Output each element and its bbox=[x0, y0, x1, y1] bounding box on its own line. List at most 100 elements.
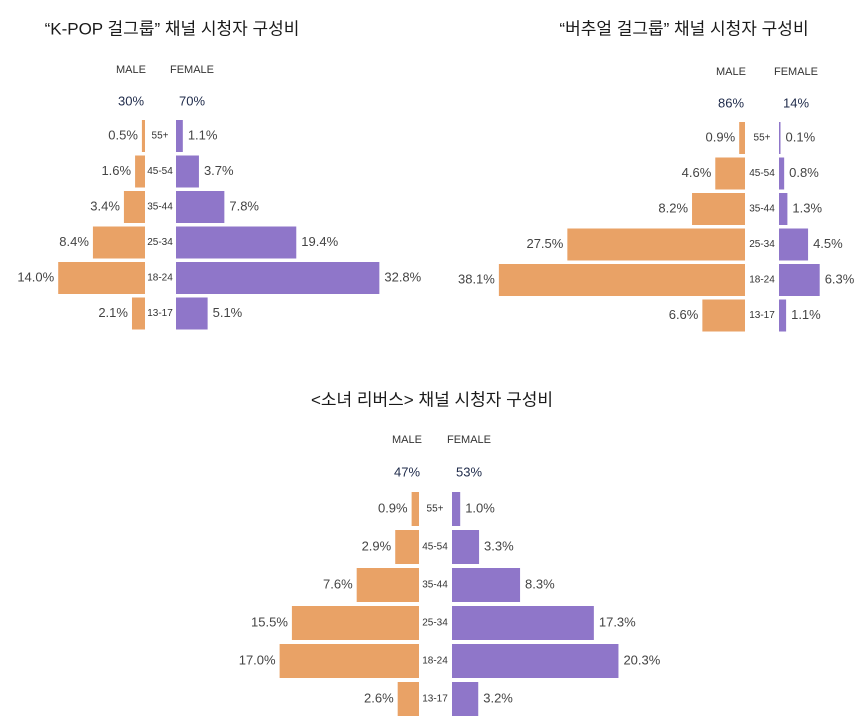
female-value-35-44: 8.3% bbox=[525, 576, 555, 591]
female-bar-35-44 bbox=[176, 191, 225, 223]
male-value-35-44: 8.2% bbox=[658, 200, 688, 215]
male-value-18-24: 17.0% bbox=[239, 652, 276, 667]
male-bar-35-44 bbox=[356, 568, 419, 602]
female-value-18-24: 32.8% bbox=[384, 269, 421, 284]
age-label-13-17: 13-17 bbox=[422, 694, 448, 705]
male-bar-55+ bbox=[411, 492, 419, 526]
female-bar-45-54 bbox=[176, 155, 199, 188]
male-bar-13-17 bbox=[131, 297, 145, 330]
female-bar-13-17 bbox=[176, 297, 208, 330]
male-value-55+: 0.9% bbox=[706, 129, 736, 144]
age-label-45-54: 45-54 bbox=[749, 168, 775, 179]
age-label-18-24: 18-24 bbox=[422, 656, 448, 667]
male-bar-25-34 bbox=[567, 228, 745, 261]
female-bar-13-17 bbox=[452, 682, 479, 716]
female-bar-18-24 bbox=[176, 262, 380, 294]
age-label-35-44: 35-44 bbox=[147, 202, 173, 213]
female-bar-45-54 bbox=[452, 530, 480, 564]
male-bar-45-54 bbox=[135, 155, 145, 188]
male-bar-55+ bbox=[739, 122, 745, 154]
male-value-18-24: 14.0% bbox=[17, 269, 54, 284]
female-total: 70% bbox=[179, 93, 205, 108]
chart-title: “K-POP 걸그룹” 채널 시청자 구성비 bbox=[45, 19, 300, 38]
female-value-55+: 1.0% bbox=[465, 500, 495, 515]
male-value-35-44: 3.4% bbox=[90, 198, 120, 213]
age-label-55+: 55+ bbox=[754, 133, 771, 144]
female-value-45-54: 3.3% bbox=[484, 538, 514, 553]
male-value-55+: 0.5% bbox=[108, 127, 138, 142]
female-value-45-54: 0.8% bbox=[789, 165, 819, 180]
male-value-18-24: 38.1% bbox=[458, 271, 495, 286]
pyramid-chart-3: <소녀 리버스> 채널 시청자 구성비 MALE FEMALE 47% 53% 55+ 0.… bbox=[239, 390, 661, 716]
female-value-55+: 1.1% bbox=[188, 127, 218, 142]
female-value-13-17: 5.1% bbox=[213, 305, 243, 320]
male-bar-25-34 bbox=[291, 606, 419, 640]
female-value-13-17: 3.2% bbox=[483, 690, 513, 705]
female-bar-35-44 bbox=[779, 193, 788, 225]
female-value-18-24: 20.3% bbox=[623, 652, 660, 667]
female-bar-18-24 bbox=[452, 644, 619, 678]
male-bar-25-34 bbox=[92, 226, 145, 259]
male-total: 30% bbox=[118, 93, 144, 108]
male-header: MALE bbox=[716, 66, 746, 78]
female-header: FEMALE bbox=[774, 66, 818, 78]
female-bar-45-54 bbox=[779, 157, 785, 190]
male-value-45-54: 1.6% bbox=[101, 163, 131, 178]
age-label-25-34: 25-34 bbox=[749, 239, 775, 250]
male-value-45-54: 2.9% bbox=[362, 538, 392, 553]
age-label-25-34: 25-34 bbox=[147, 237, 173, 248]
female-bar-25-34 bbox=[452, 606, 594, 640]
female-total: 14% bbox=[783, 95, 809, 110]
female-value-55+: 0.1% bbox=[786, 129, 816, 144]
male-total: 47% bbox=[394, 464, 420, 479]
male-value-25-34: 27.5% bbox=[526, 236, 563, 251]
male-value-35-44: 7.6% bbox=[323, 576, 353, 591]
male-total: 86% bbox=[718, 95, 744, 110]
female-value-25-34: 4.5% bbox=[813, 236, 843, 251]
female-value-45-54: 3.7% bbox=[204, 163, 234, 178]
female-value-35-44: 7.8% bbox=[229, 198, 259, 213]
male-bar-18-24 bbox=[498, 264, 745, 296]
female-bar-25-34 bbox=[176, 226, 297, 259]
male-bar-45-54 bbox=[715, 157, 745, 190]
age-label-18-24: 18-24 bbox=[147, 273, 173, 284]
male-bar-18-24 bbox=[279, 644, 419, 678]
male-bar-13-17 bbox=[397, 682, 419, 716]
female-bar-55+ bbox=[176, 120, 183, 152]
male-value-25-34: 8.4% bbox=[59, 234, 89, 249]
female-bar-18-24 bbox=[779, 264, 820, 296]
female-value-13-17: 1.1% bbox=[791, 307, 821, 322]
pyramid-chart-2: “버추얼 걸그룹” 채널 시청자 구성비 MALE FEMALE 86% 14% 55+ 0… bbox=[458, 19, 855, 332]
age-label-25-34: 25-34 bbox=[422, 618, 448, 629]
male-header: MALE bbox=[392, 434, 422, 446]
female-header: FEMALE bbox=[447, 434, 491, 446]
chart-title: <소녀 리버스> 채널 시청자 구성비 bbox=[311, 390, 553, 409]
age-label-55+: 55+ bbox=[427, 504, 444, 515]
age-label-45-54: 45-54 bbox=[422, 542, 448, 553]
male-bar-35-44 bbox=[692, 193, 745, 225]
age-label-55+: 55+ bbox=[152, 131, 169, 142]
pyramid-chart-1: “K-POP 걸그룹” 채널 시청자 구성비 MALE FEMALE 30% 70% 55… bbox=[17, 19, 422, 330]
age-label-35-44: 35-44 bbox=[422, 580, 448, 591]
female-value-35-44: 1.3% bbox=[792, 200, 822, 215]
chart-title: “버추얼 걸그룹” 채널 시청자 구성비 bbox=[559, 19, 808, 38]
female-bar-35-44 bbox=[452, 568, 521, 602]
female-header: FEMALE bbox=[170, 64, 214, 76]
female-value-25-34: 17.3% bbox=[599, 614, 636, 629]
male-bar-35-44 bbox=[123, 191, 145, 223]
female-total: 53% bbox=[456, 464, 482, 479]
female-bar-13-17 bbox=[779, 299, 787, 332]
age-label-13-17: 13-17 bbox=[147, 308, 173, 319]
female-bar-25-34 bbox=[779, 228, 809, 261]
male-value-55+: 0.9% bbox=[378, 500, 408, 515]
male-value-45-54: 4.6% bbox=[682, 165, 712, 180]
female-value-25-34: 19.4% bbox=[301, 234, 338, 249]
female-bar-55+ bbox=[452, 492, 461, 526]
age-label-45-54: 45-54 bbox=[147, 166, 173, 177]
male-bar-13-17 bbox=[702, 299, 745, 332]
age-label-18-24: 18-24 bbox=[749, 275, 775, 286]
female-value-18-24: 6.3% bbox=[825, 271, 855, 286]
female-bar-55+ bbox=[779, 122, 781, 154]
